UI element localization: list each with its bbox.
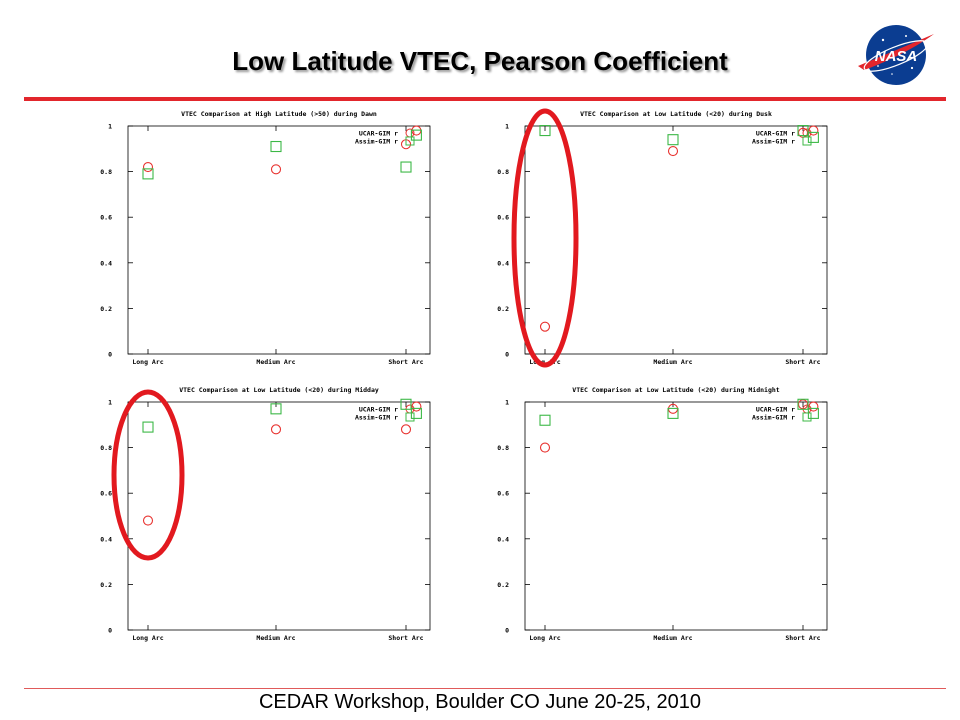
y-tick-label: 0.8 bbox=[497, 444, 509, 452]
x-tick-label: Medium Arc bbox=[653, 358, 692, 366]
data-point-square bbox=[142, 421, 154, 433]
data-point-square bbox=[667, 134, 679, 146]
data-point-square bbox=[410, 407, 422, 419]
x-tick-label: Medium Arc bbox=[256, 358, 295, 366]
legend-marker bbox=[405, 136, 415, 146]
data-point-square bbox=[667, 407, 679, 419]
data-point-circle bbox=[808, 401, 819, 412]
data-point-circle bbox=[142, 161, 154, 173]
nasa-meatball-icon: NASA bbox=[858, 25, 934, 85]
y-tick-label: 0.6 bbox=[497, 214, 509, 222]
chart-dusk: VTEC Comparison at Low Latitude (<20) du… bbox=[497, 110, 828, 366]
y-tick-label: 0.4 bbox=[100, 535, 112, 543]
y-tick-label: 0.2 bbox=[100, 305, 112, 313]
footer-divider bbox=[24, 688, 946, 689]
y-tick-label: 1 bbox=[108, 399, 112, 407]
legend-label: UCAR-GIM r bbox=[756, 130, 795, 138]
chart-midnight: VTEC Comparison at Low Latitude (<20) du… bbox=[497, 386, 828, 642]
chart-midday: VTEC Comparison at Low Latitude (<20) du… bbox=[100, 386, 431, 642]
y-tick-label: 0.8 bbox=[100, 444, 112, 452]
data-point-square bbox=[270, 403, 282, 415]
x-tick-label: Short Arc bbox=[785, 634, 820, 642]
legend-label: UCAR-GIM r bbox=[359, 130, 398, 138]
data-point-square bbox=[142, 168, 154, 180]
legend-label: UCAR-GIM r bbox=[756, 406, 795, 414]
title-divider bbox=[24, 97, 946, 101]
highlight-ellipse-dusk-long-arc bbox=[511, 108, 579, 368]
plot-frame bbox=[524, 125, 828, 355]
legend-label: Assim-GIM r bbox=[355, 138, 398, 146]
y-tick-label: 0.2 bbox=[100, 581, 112, 589]
y-tick-label: 0 bbox=[505, 627, 509, 635]
y-tick-label: 0.2 bbox=[497, 581, 509, 589]
legend-marker bbox=[802, 136, 812, 146]
data-point-square bbox=[797, 125, 809, 137]
y-tick-label: 1 bbox=[108, 123, 112, 131]
x-tick-label: Long Arc bbox=[529, 634, 560, 642]
data-point-square bbox=[797, 398, 809, 410]
data-point-square bbox=[539, 414, 551, 426]
x-tick-label: Medium Arc bbox=[653, 634, 692, 642]
x-tick-label: Long Arc bbox=[529, 358, 560, 366]
data-point-circle bbox=[411, 401, 422, 412]
data-point-circle bbox=[400, 424, 412, 435]
x-tick-label: Long Arc bbox=[132, 358, 163, 366]
y-tick-label: 0 bbox=[108, 351, 112, 359]
legend-label: UCAR-GIM r bbox=[359, 406, 398, 414]
y-tick-label: 0 bbox=[505, 351, 509, 359]
x-tick-label: Short Arc bbox=[388, 634, 423, 642]
y-tick-label: 0.6 bbox=[100, 214, 112, 222]
svg-text:NASA: NASA bbox=[875, 48, 918, 65]
chart-dawn: VTEC Comparison at High Latitude (>50) d… bbox=[100, 110, 431, 366]
data-point-square bbox=[270, 140, 282, 153]
legend-label: Assim-GIM r bbox=[752, 138, 795, 146]
data-point-circle bbox=[808, 125, 819, 136]
legend-label: Assim-GIM r bbox=[355, 414, 398, 422]
data-point-circle bbox=[667, 146, 679, 157]
plot-frame bbox=[524, 401, 828, 631]
legend-label: Assim-GIM r bbox=[752, 414, 795, 422]
y-tick-label: 0.4 bbox=[497, 535, 509, 543]
data-point-square bbox=[807, 131, 819, 143]
data-point-circle bbox=[539, 442, 551, 453]
y-tick-label: 0.6 bbox=[497, 490, 509, 498]
y-tick-label: 1 bbox=[505, 123, 509, 131]
x-tick-label: Short Arc bbox=[388, 358, 423, 366]
y-tick-label: 0.8 bbox=[497, 168, 509, 176]
x-tick-label: Medium Arc bbox=[256, 634, 295, 642]
slide-footer: CEDAR Workshop, Boulder CO June 20-25, 2… bbox=[258, 691, 702, 713]
data-point-square bbox=[539, 125, 551, 137]
chart-title: VTEC Comparison at Low Latitude (<20) du… bbox=[179, 386, 379, 394]
legend-marker bbox=[802, 412, 812, 422]
data-point-square bbox=[400, 161, 412, 173]
slide-title: Low Latitude VTEC, Pearson Coefficient bbox=[232, 46, 728, 76]
x-tick-label: Long Arc bbox=[132, 634, 163, 642]
legend-marker bbox=[405, 412, 415, 422]
data-point-circle bbox=[539, 321, 551, 332]
y-tick-label: 1 bbox=[505, 399, 509, 407]
chart-title: VTEC Comparison at Low Latitude (<20) du… bbox=[580, 110, 772, 118]
x-tick-label: Short Arc bbox=[785, 358, 820, 366]
data-point-circle bbox=[142, 515, 154, 526]
chart-title: VTEC Comparison at High Latitude (>50) d… bbox=[181, 110, 377, 118]
y-tick-label: 0.2 bbox=[497, 305, 509, 313]
data-point-circle bbox=[270, 424, 282, 435]
plot-frame bbox=[127, 125, 431, 355]
data-point-square bbox=[400, 398, 412, 410]
y-tick-label: 0 bbox=[108, 627, 112, 635]
highlight-ellipse-midday-long-arc bbox=[111, 389, 185, 561]
y-tick-label: 0.6 bbox=[100, 490, 112, 498]
y-tick-label: 0.4 bbox=[497, 259, 509, 267]
y-tick-label: 0.4 bbox=[100, 259, 112, 267]
chart-title: VTEC Comparison at Low Latitude (<20) du… bbox=[572, 386, 779, 394]
data-point-square bbox=[807, 407, 819, 419]
y-tick-label: 0.8 bbox=[100, 168, 112, 176]
data-point-circle bbox=[270, 164, 282, 175]
data-point-square bbox=[410, 129, 422, 141]
plot-frame bbox=[127, 401, 431, 631]
